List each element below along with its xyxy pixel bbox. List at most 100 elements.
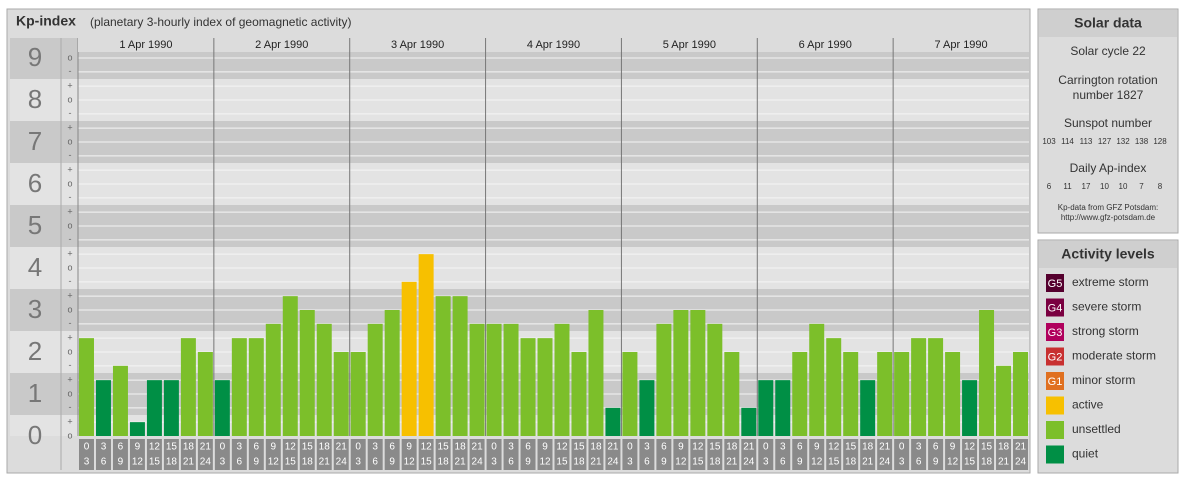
hour-to: 15 bbox=[149, 457, 161, 468]
hour-from: 0 bbox=[220, 442, 226, 453]
hour-to: 12 bbox=[947, 457, 959, 468]
bar bbox=[401, 281, 417, 436]
hour-from: 15 bbox=[302, 442, 314, 453]
hour-box bbox=[214, 439, 230, 470]
legend-swatch bbox=[1046, 323, 1064, 341]
hour-from: 6 bbox=[933, 442, 939, 453]
ap-value: 8 bbox=[1158, 182, 1163, 191]
hour-to: 21 bbox=[455, 457, 467, 468]
date-header bbox=[78, 38, 1029, 52]
bar bbox=[724, 352, 740, 436]
minor-tick-label: o bbox=[67, 304, 72, 314]
carrington: Carrington rotation bbox=[1058, 73, 1157, 87]
minor-tick-label: o bbox=[67, 430, 72, 440]
hour-box bbox=[79, 439, 94, 470]
hour-to: 21 bbox=[590, 457, 602, 468]
minor-tick-label: - bbox=[69, 192, 72, 202]
ap-value: 11 bbox=[1063, 182, 1072, 191]
bar bbox=[282, 296, 298, 436]
hour-from: 0 bbox=[84, 442, 90, 453]
y-tick-label: 7 bbox=[28, 126, 42, 156]
source: http://www.gfz-potsdam.de bbox=[1061, 213, 1156, 222]
bar bbox=[231, 338, 247, 436]
band bbox=[10, 415, 1029, 436]
hour-from: 9 bbox=[542, 442, 548, 453]
hour-box bbox=[894, 439, 910, 470]
hour-box bbox=[860, 439, 876, 470]
hour-from: 6 bbox=[661, 442, 667, 453]
panel-header bbox=[1039, 10, 1177, 37]
minor-tick-label: + bbox=[67, 417, 72, 427]
bar bbox=[775, 380, 791, 436]
minor-tick-label: o bbox=[67, 178, 72, 188]
y-tick-label: 8 bbox=[28, 84, 42, 114]
hour-to: 15 bbox=[421, 457, 433, 468]
hour-from: 12 bbox=[421, 442, 433, 453]
hour-to: 18 bbox=[981, 457, 993, 468]
minor-tick-label: + bbox=[67, 291, 72, 301]
hour-from: 21 bbox=[336, 442, 348, 453]
minor-tick-label: + bbox=[67, 207, 72, 217]
hour-box bbox=[350, 439, 366, 470]
bar bbox=[979, 310, 995, 436]
y-tick-label: 4 bbox=[28, 252, 42, 282]
minor-tick-label: o bbox=[67, 136, 72, 146]
legend-label: minor storm bbox=[1072, 373, 1135, 387]
hour-from: 12 bbox=[828, 442, 840, 453]
ap-value: 17 bbox=[1082, 182, 1091, 191]
y-tick-label: 6 bbox=[28, 168, 42, 198]
hour-to: 15 bbox=[964, 457, 976, 468]
hour-box bbox=[537, 439, 553, 470]
bar bbox=[95, 380, 111, 436]
hour-box bbox=[163, 439, 179, 470]
hour-to: 3 bbox=[220, 457, 226, 468]
hour-to: 24 bbox=[336, 457, 348, 468]
hour-box bbox=[452, 439, 468, 470]
y-tick-label: 9 bbox=[28, 42, 42, 72]
hour-box bbox=[775, 439, 791, 470]
hour-box bbox=[758, 439, 774, 470]
subtitle: (planetary 3-hourly index of geomagnetic… bbox=[90, 15, 351, 29]
hour-from: 0 bbox=[355, 442, 361, 453]
hour-to: 9 bbox=[254, 457, 260, 468]
minor-tick-label: o bbox=[67, 388, 72, 398]
bar bbox=[639, 380, 655, 436]
bar bbox=[503, 323, 519, 436]
hour-from: 6 bbox=[797, 442, 803, 453]
hour-box bbox=[656, 439, 672, 470]
hour-box bbox=[911, 439, 927, 470]
minor-tick-label: + bbox=[67, 249, 72, 259]
bar bbox=[163, 380, 179, 436]
hour-to: 21 bbox=[998, 457, 1010, 468]
hour-to: 18 bbox=[709, 457, 721, 468]
hour-box bbox=[112, 439, 128, 470]
hour-to: 3 bbox=[491, 457, 497, 468]
bar bbox=[299, 310, 315, 436]
bar bbox=[741, 407, 757, 436]
hour-to: 3 bbox=[84, 457, 90, 468]
bar bbox=[792, 352, 808, 436]
bar bbox=[333, 352, 349, 436]
bar bbox=[622, 352, 638, 436]
legend-label: active bbox=[1072, 398, 1104, 412]
bar bbox=[248, 338, 264, 436]
ap-value: 10 bbox=[1119, 182, 1128, 191]
hour-to: 3 bbox=[899, 457, 905, 468]
bar bbox=[809, 323, 825, 436]
hour-box bbox=[588, 439, 604, 470]
hour-box bbox=[95, 439, 111, 470]
hour-box bbox=[690, 439, 706, 470]
hour-from: 15 bbox=[573, 442, 585, 453]
hour-box bbox=[333, 439, 349, 470]
hour-to: 6 bbox=[644, 457, 650, 468]
hour-from: 21 bbox=[1015, 442, 1027, 453]
minor-tick-label: - bbox=[69, 360, 72, 370]
bar bbox=[214, 380, 230, 436]
sunspot-number: 132 bbox=[1116, 137, 1130, 146]
day-label: 7 Apr 1990 bbox=[934, 39, 987, 51]
hour-box bbox=[996, 439, 1012, 470]
bar bbox=[894, 352, 910, 436]
hour-box bbox=[503, 439, 519, 470]
hour-from: 21 bbox=[879, 442, 891, 453]
hour-to: 9 bbox=[933, 457, 939, 468]
